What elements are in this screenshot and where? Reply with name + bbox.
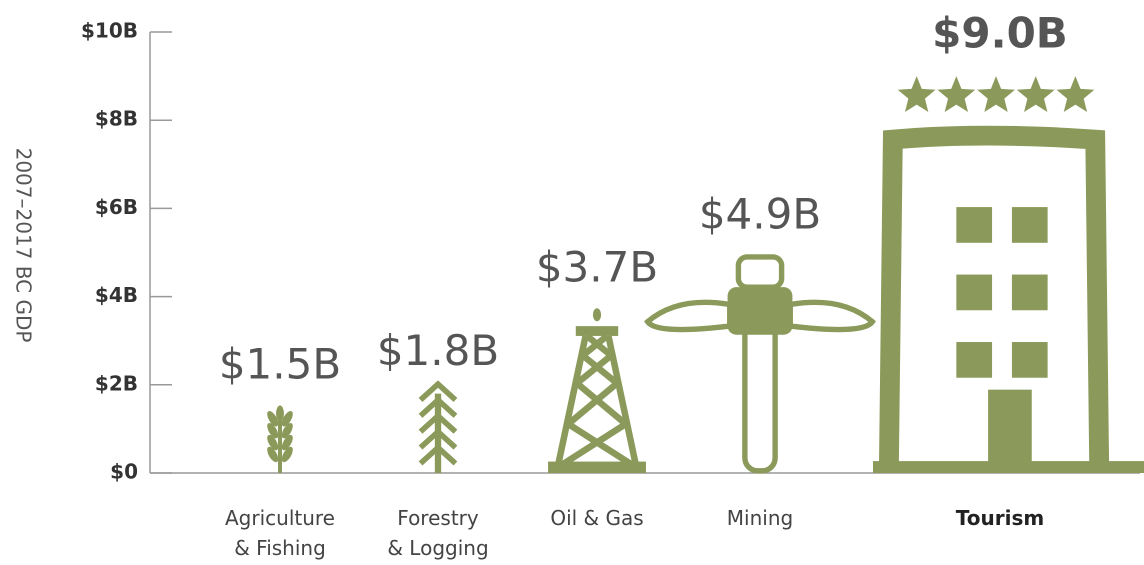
- building: [878, 125, 1110, 470]
- leg: [605, 335, 640, 468]
- x-tick-label: Agriculture & Fishing: [225, 506, 335, 560]
- star: [937, 76, 976, 113]
- branch: [418, 396, 458, 418]
- handle: [742, 308, 778, 474]
- leaf: [267, 446, 279, 463]
- head: [727, 287, 793, 335]
- leaf: [281, 411, 293, 427]
- y-tick-label: $10B: [81, 19, 138, 43]
- branch: [418, 443, 458, 466]
- value-label: $3.7B: [536, 242, 658, 291]
- window: [956, 274, 993, 311]
- brace: [557, 421, 628, 470]
- door: [988, 389, 1032, 470]
- x-tick-label: Mining: [726, 506, 794, 530]
- y-tick-label: $4B: [95, 283, 138, 307]
- value-label: $1.8B: [377, 326, 499, 375]
- icon: [267, 405, 293, 473]
- window: [956, 207, 993, 243]
- window: [956, 342, 993, 378]
- y-tick-label: $8B: [95, 107, 138, 131]
- drop: [592, 308, 602, 322]
- value-label: $4.9B: [699, 189, 821, 238]
- leaf: [281, 446, 293, 463]
- cap: [575, 326, 619, 336]
- brace: [574, 352, 614, 386]
- star: [977, 76, 1015, 113]
- star: [1016, 76, 1055, 113]
- x-tick-label: Tourism: [955, 506, 1045, 530]
- leaf: [267, 434, 279, 451]
- x-tick-label: Forestry & Logging: [387, 506, 489, 560]
- base: [548, 461, 646, 473]
- leaf: [281, 422, 293, 439]
- branch: [418, 380, 458, 403]
- branch: [418, 427, 458, 450]
- pick-arm: [787, 299, 876, 333]
- icon: [872, 76, 1144, 473]
- brace: [566, 421, 637, 470]
- y-tick-label: $6B: [95, 195, 138, 219]
- y-tick-label: $2B: [95, 371, 138, 395]
- brace: [574, 380, 628, 427]
- star: [897, 76, 936, 113]
- loop: [735, 254, 785, 290]
- brace: [566, 380, 620, 427]
- x-tick-label: Oil & Gas: [550, 506, 644, 530]
- leaf: [267, 422, 279, 439]
- star: [1056, 76, 1095, 113]
- leg: [554, 335, 589, 468]
- window: [1011, 274, 1048, 311]
- value-label: $9.0B: [932, 9, 1068, 58]
- pick-arm: [644, 299, 733, 333]
- value-label: $1.5B: [219, 339, 341, 388]
- y-tick-label: $0: [110, 460, 138, 484]
- window: [1011, 342, 1048, 378]
- leaf: [276, 405, 284, 422]
- icon: [644, 254, 876, 474]
- icon: [418, 380, 458, 473]
- leaf: [281, 434, 293, 451]
- brace: [580, 352, 620, 386]
- branch: [418, 412, 458, 434]
- brace: [584, 333, 614, 359]
- leaf: [267, 411, 279, 427]
- window: [1011, 207, 1048, 243]
- y-axis-label: 2007–2017 BC GDP: [12, 148, 36, 343]
- icon: [548, 308, 646, 473]
